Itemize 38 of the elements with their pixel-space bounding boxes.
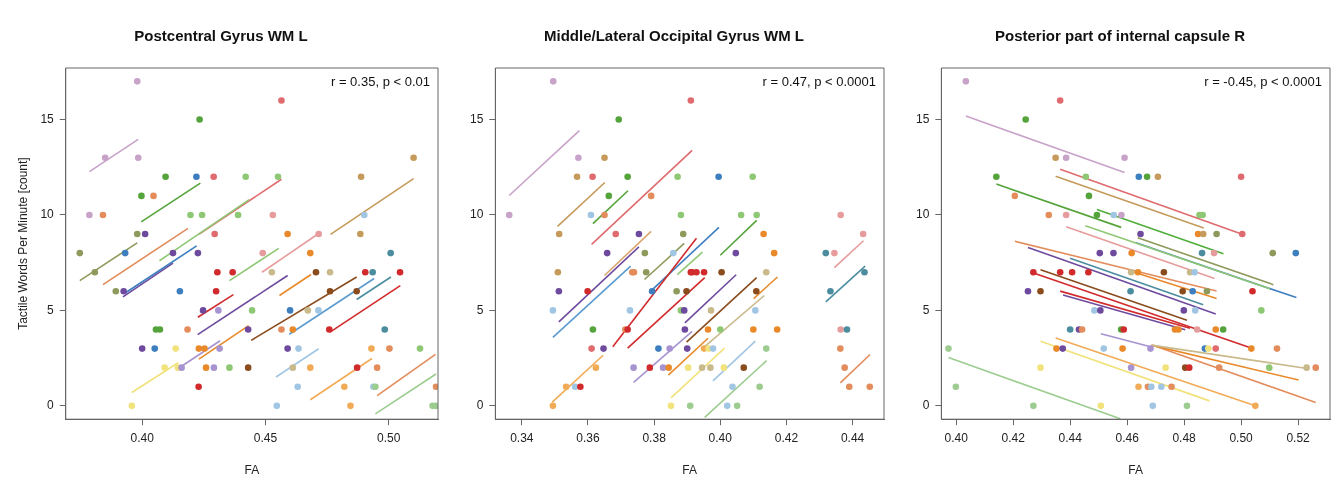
y-tick-label: 0 bbox=[922, 398, 930, 413]
x-tick-label: 0.40 bbox=[708, 430, 733, 445]
x-tick-label: 0.44 bbox=[1058, 430, 1083, 445]
y-tick-label: 15 bbox=[915, 111, 930, 126]
y-tick-label: 10 bbox=[40, 207, 55, 222]
y-tick-label: 15 bbox=[469, 111, 484, 126]
y-tick-label: 10 bbox=[469, 207, 484, 222]
annotation: r = 0.35, p < 0.01 bbox=[330, 74, 430, 90]
x-tick-label: 0.42 bbox=[774, 430, 799, 445]
y-tick-label: 10 bbox=[915, 207, 930, 222]
chart-title: Middle/Lateral Occipital Gyrus WM L bbox=[543, 27, 805, 45]
x-tick-label: 0.50 bbox=[377, 430, 401, 445]
y-tick-label: 5 bbox=[476, 302, 484, 317]
y-axis-title: Tactile Words Per Minute [count] bbox=[15, 157, 30, 330]
x-axis-title: FA bbox=[682, 463, 698, 478]
x-axis-title: FA bbox=[1128, 463, 1144, 478]
annotation: r = 0.47, p < 0.0001 bbox=[762, 74, 876, 90]
y-tick-label: 5 bbox=[47, 302, 55, 317]
x-tick-label: 0.40 bbox=[944, 430, 969, 445]
x-tick-label: 0.48 bbox=[1172, 430, 1197, 445]
x-tick-label: 0.44 bbox=[840, 430, 865, 445]
annotation: r = -0.45, p < 0.0001 bbox=[1204, 74, 1322, 90]
x-axis-title: FA bbox=[244, 463, 260, 478]
x-tick-label: 0.42 bbox=[1001, 430, 1026, 445]
y-tick-label: 0 bbox=[476, 398, 484, 413]
x-tick-label: 0.38 bbox=[642, 430, 667, 445]
x-tick-label: 0.40 bbox=[130, 430, 155, 445]
x-tick-label: 0.50 bbox=[1229, 430, 1254, 445]
x-tick-label: 0.36 bbox=[576, 430, 600, 445]
x-tick-label: 0.34 bbox=[510, 430, 534, 445]
y-tick-label: 15 bbox=[40, 111, 55, 126]
x-tick-label: 0.52 bbox=[1286, 430, 1311, 445]
chart-title: Postcentral Gyrus WM L bbox=[134, 27, 308, 45]
chart-title: Posterior part of internal capsule R bbox=[994, 27, 1246, 45]
x-tick-label: 0.45 bbox=[253, 430, 278, 445]
y-tick-label: 5 bbox=[922, 302, 930, 317]
y-tick-label: 0 bbox=[47, 398, 55, 413]
x-tick-label: 0.46 bbox=[1115, 430, 1140, 445]
